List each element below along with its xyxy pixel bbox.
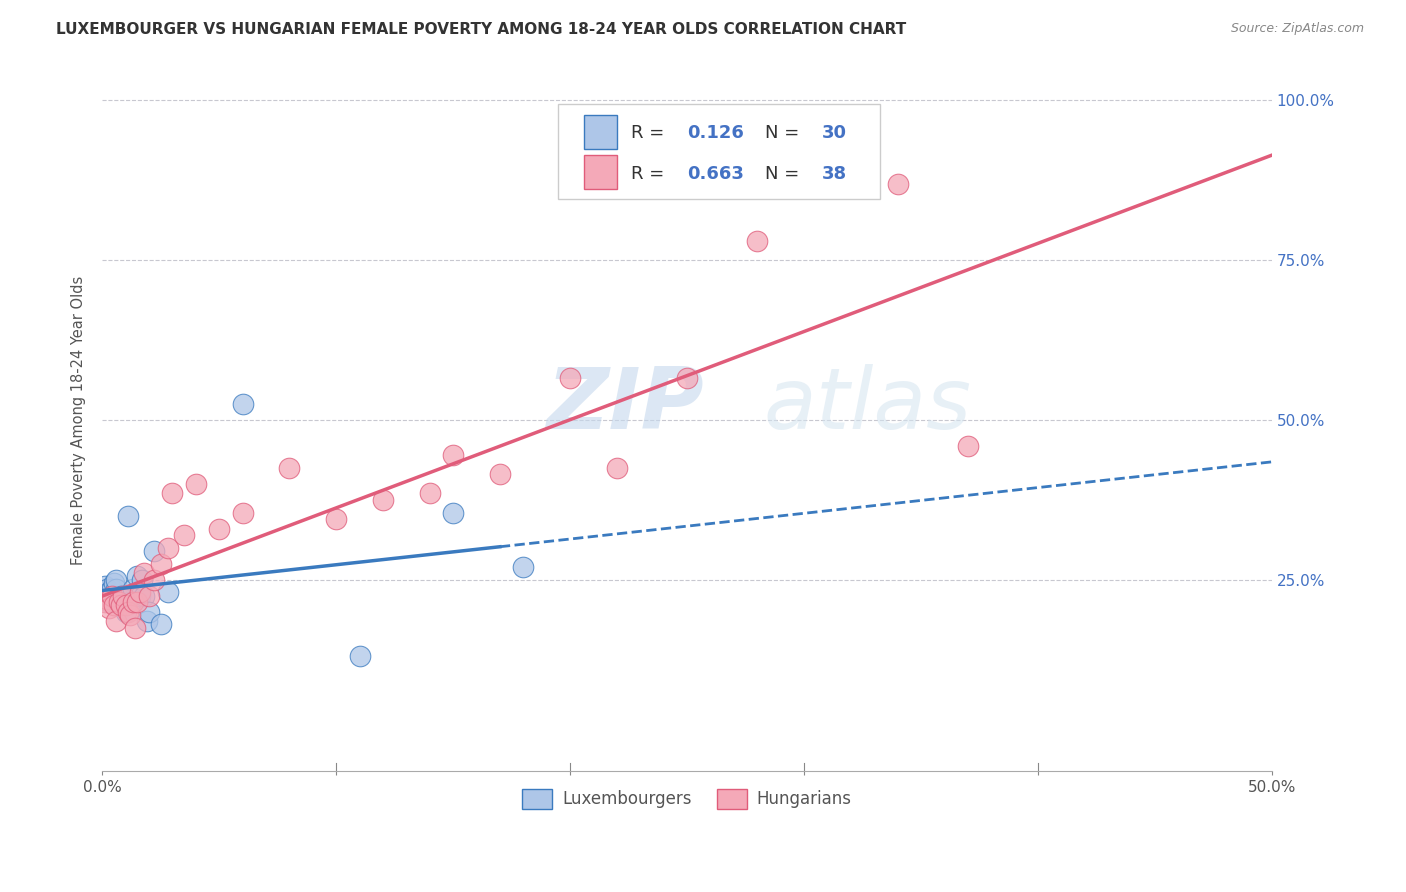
Point xyxy=(149,557,172,571)
Point xyxy=(117,508,139,523)
Point xyxy=(489,467,512,482)
Point xyxy=(325,512,347,526)
Point xyxy=(112,589,135,603)
Text: N =: N = xyxy=(765,124,806,143)
Point xyxy=(107,599,129,613)
Point xyxy=(162,486,184,500)
Point xyxy=(105,582,128,597)
Text: 38: 38 xyxy=(821,165,846,183)
Point xyxy=(110,589,132,603)
Point xyxy=(512,560,534,574)
Point xyxy=(107,595,129,609)
Point xyxy=(112,591,135,606)
Point xyxy=(96,591,118,606)
Text: LUXEMBOURGER VS HUNGARIAN FEMALE POVERTY AMONG 18-24 YEAR OLDS CORRELATION CHART: LUXEMBOURGER VS HUNGARIAN FEMALE POVERTY… xyxy=(56,22,907,37)
Point xyxy=(676,371,699,385)
Point xyxy=(156,585,179,599)
Point xyxy=(100,589,122,603)
Y-axis label: Female Poverty Among 18-24 Year Olds: Female Poverty Among 18-24 Year Olds xyxy=(72,276,86,565)
Point xyxy=(120,607,142,622)
Point xyxy=(121,582,143,597)
Point xyxy=(98,601,121,615)
Legend: Luxembourgers, Hungarians: Luxembourgers, Hungarians xyxy=(516,782,859,816)
Point xyxy=(173,528,195,542)
Point xyxy=(419,486,441,500)
Point xyxy=(208,522,231,536)
Point xyxy=(110,599,132,613)
Point xyxy=(371,492,394,507)
Point xyxy=(886,177,908,191)
Point xyxy=(127,595,149,609)
Text: 30: 30 xyxy=(821,124,846,143)
Point xyxy=(124,621,146,635)
Point xyxy=(93,591,115,606)
Point xyxy=(121,595,143,609)
Point xyxy=(134,566,156,581)
Point xyxy=(127,569,149,583)
Text: ZIP: ZIP xyxy=(547,365,704,448)
Text: N =: N = xyxy=(765,165,806,183)
Point xyxy=(156,541,179,555)
Text: 0.126: 0.126 xyxy=(688,124,744,143)
FancyBboxPatch shape xyxy=(558,103,880,199)
Point xyxy=(98,585,121,599)
Point xyxy=(184,476,207,491)
Point xyxy=(120,595,142,609)
Point xyxy=(114,599,136,613)
Text: Source: ZipAtlas.com: Source: ZipAtlas.com xyxy=(1230,22,1364,36)
Point xyxy=(232,397,254,411)
Text: 0.663: 0.663 xyxy=(688,165,744,183)
Bar xyxy=(583,115,617,149)
Point xyxy=(278,461,301,475)
Point xyxy=(105,573,128,587)
Point xyxy=(128,589,150,603)
Point xyxy=(149,617,172,632)
Point xyxy=(135,614,157,628)
Point xyxy=(114,605,136,619)
Point xyxy=(441,506,464,520)
Point xyxy=(96,582,118,597)
Text: atlas: atlas xyxy=(763,365,972,448)
Bar xyxy=(583,155,617,189)
Point xyxy=(131,573,153,587)
Point xyxy=(142,544,165,558)
Point xyxy=(747,234,769,248)
Point xyxy=(441,448,464,462)
Point xyxy=(349,649,371,664)
Point xyxy=(105,614,128,628)
Point xyxy=(117,605,139,619)
Point xyxy=(232,506,254,520)
Point xyxy=(138,589,160,603)
Point xyxy=(100,589,122,603)
Point xyxy=(100,582,122,597)
Text: R =: R = xyxy=(631,124,669,143)
Point xyxy=(956,438,979,452)
Point xyxy=(128,585,150,599)
Point xyxy=(103,599,125,613)
Point xyxy=(103,575,125,590)
Point xyxy=(606,461,628,475)
Point xyxy=(558,371,581,385)
Point xyxy=(98,595,121,609)
Point xyxy=(134,589,156,603)
Point xyxy=(93,595,115,609)
Point xyxy=(93,579,115,593)
Point xyxy=(138,605,160,619)
Point xyxy=(142,573,165,587)
Text: R =: R = xyxy=(631,165,669,183)
